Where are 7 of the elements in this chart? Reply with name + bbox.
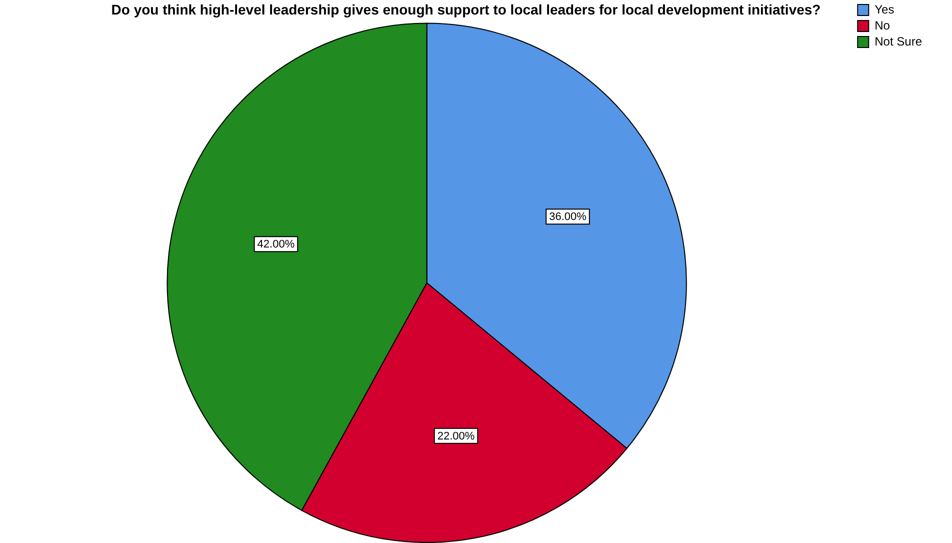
chart-title: Do you think high-level leadership gives enough support to local leaders for local development initiatives? <box>111 1 821 18</box>
legend-label: No <box>874 18 890 32</box>
legend-label: Yes <box>874 2 894 16</box>
data-label: 36.00% <box>549 211 587 224</box>
data-label: 42.00% <box>257 238 295 251</box>
legend-label: Not Sure <box>874 34 922 48</box>
data-label: 22.00% <box>437 430 475 442</box>
